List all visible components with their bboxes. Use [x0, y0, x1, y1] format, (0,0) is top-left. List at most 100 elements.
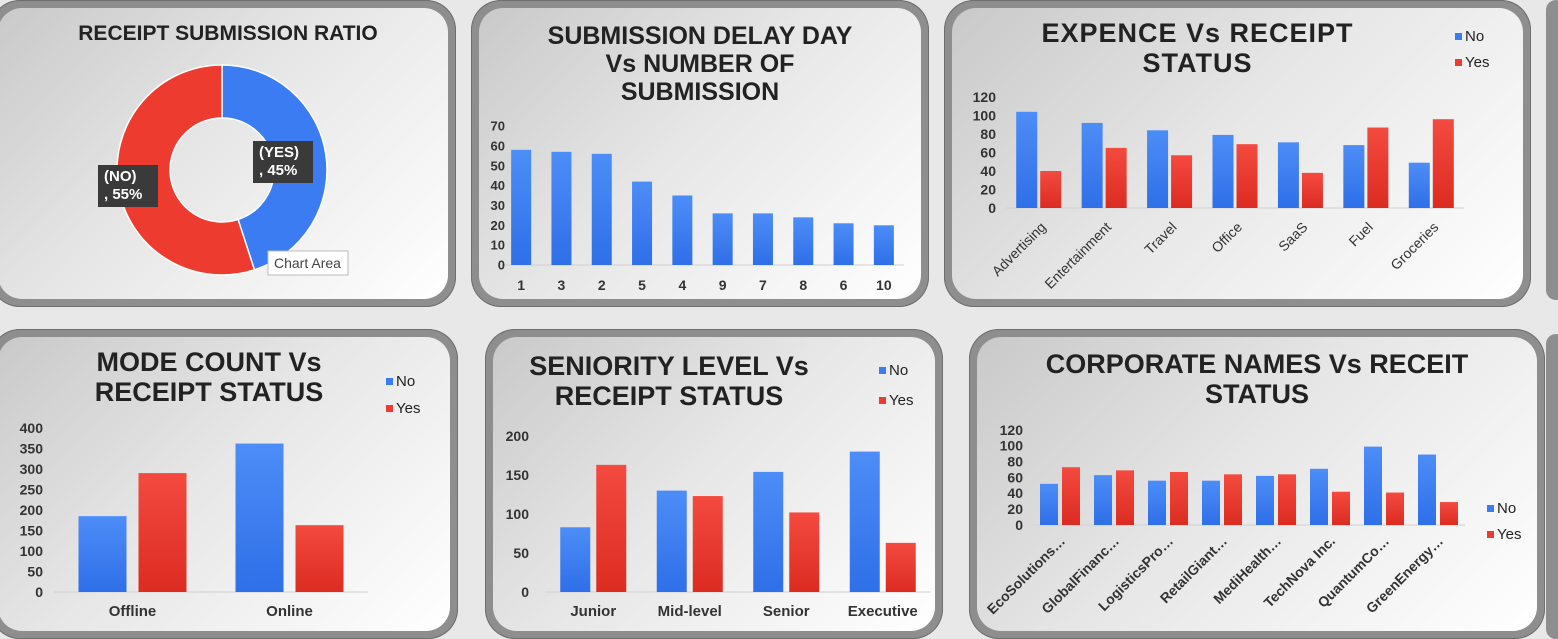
x-category-label: Junior [570, 603, 616, 620]
y-tick-label: 80 [980, 126, 996, 142]
bar-no-value [1343, 145, 1365, 208]
x-category-label: Travel [1141, 219, 1179, 257]
legend-label-no: No [889, 362, 908, 379]
y-tick-label: 150 [20, 522, 44, 538]
bar-yes-value [789, 512, 820, 592]
seniority-chart-title: SENIORITY LEVEL Vs RECEIPT STATUS [529, 351, 809, 412]
x-category-label: SaaS [1275, 219, 1311, 255]
corporate-chart-card: CORPORATE NAMES Vs RECEIT STATUS 0 20 40 60… [969, 329, 1545, 639]
bar-yes-value [1040, 171, 1062, 208]
bar-value [511, 149, 532, 265]
bar-value [752, 213, 773, 265]
mode-bar-chart[interactable]: 0 50 100 150 200 250 300 350 400 Offline Online No Y… [0, 337, 450, 631]
y-tick-label: 20 [1007, 501, 1023, 517]
receipt-ratio-donut-chart[interactable]: (YES), 45% (NO), 55% Chart Area [0, 8, 448, 299]
y-tick-label: 100 [1000, 438, 1024, 454]
corporate-bar-chart[interactable]: 020406080100120EcoSolutions…GlobalFinanc… [977, 337, 1537, 631]
data-label: , 45% [259, 162, 297, 179]
bar-yes-value [1105, 147, 1127, 208]
bar-yes-value [1367, 127, 1389, 208]
y-tick-label: 60 [491, 138, 505, 153]
bar-yes-value [1440, 502, 1458, 525]
bar-no-value [1040, 483, 1058, 525]
bar-value [833, 223, 854, 265]
bar-yes-value [1432, 119, 1454, 208]
bar-value [632, 181, 653, 265]
y-tick-label: 300 [20, 461, 44, 477]
x-category-label: Online [266, 603, 313, 620]
bar-yes-value [1224, 474, 1242, 525]
x-category-label: Offline [109, 603, 157, 620]
legend-label-no: No [1497, 500, 1516, 517]
expense-chart-card: EXPENCE Vs RECEIPT STATUS 0 20 40 60 80 100 12… [944, 0, 1531, 307]
bar-yes-value [1301, 172, 1323, 208]
y-tick-label: 20 [491, 218, 505, 233]
x-category-label: Groceries [1387, 219, 1441, 273]
x-category-label: 3 [558, 277, 566, 293]
legend-label-no: No [1465, 28, 1484, 45]
bar-no-value [1202, 480, 1220, 525]
mode-chart-title: MODE COUNT Vs RECEIPT STATUS [94, 347, 324, 408]
bar-yes-value [1236, 144, 1258, 208]
donut-slice [116, 64, 256, 276]
y-tick-label: 200 [20, 502, 44, 518]
x-category-label: 8 [799, 277, 807, 293]
bar-yes-value [138, 473, 187, 592]
y-tick-label: 200 [506, 428, 530, 444]
x-category-label: 5 [638, 277, 646, 293]
y-tick-label: 40 [980, 163, 996, 179]
x-category-label: 7 [759, 277, 767, 293]
x-category-label: 10 [876, 277, 892, 293]
legend-swatch-yes [1455, 59, 1462, 66]
x-category-label: Senior [763, 603, 810, 620]
x-category-label: 1 [517, 277, 525, 293]
next-card-edge-top [1546, 0, 1558, 300]
bar-yes-value [1170, 471, 1188, 525]
y-tick-label: 400 [20, 420, 44, 436]
delay-chart-card: SUBMISSION DELAY DAY Vs NUMBER OF SUBMIS… [471, 0, 929, 307]
bar-yes-value [1278, 474, 1296, 525]
x-category-label: 2 [598, 277, 606, 293]
bar-no-value [849, 451, 880, 592]
delay-bar-chart[interactable]: 0 10 20 30 40 50 60 70 1 3 2 5 4 9 7 8 6 10 [479, 8, 921, 299]
receipt-ratio-title: RECEIPT SUBMISSION RATIO [78, 22, 378, 45]
seniority-bar-chart[interactable]: 0 50 100 150 200 Junior Mid-level Senior Executi… [493, 337, 935, 631]
y-tick-label: 40 [491, 178, 505, 193]
bar-value [551, 151, 572, 265]
bar-no-value [1094, 475, 1112, 525]
bar-yes-value [1171, 155, 1193, 208]
bar-yes-value [1332, 491, 1350, 525]
chart-area-tooltip: Chart Area [274, 255, 341, 271]
bar-no-value [1081, 122, 1103, 208]
bar-yes-value [596, 464, 627, 592]
next-card-edge-bottom [1546, 334, 1558, 639]
x-category-label: Fuel [1345, 219, 1376, 250]
seniority-chart-card: SENIORITY LEVEL Vs RECEIPT STATUS 0 50 100… [485, 329, 943, 639]
y-tick-label: 150 [506, 467, 530, 483]
y-tick-label: 0 [1015, 517, 1023, 533]
data-label: (YES) [259, 144, 299, 161]
bar-yes-value [692, 496, 723, 592]
legend-label-yes: Yes [1465, 54, 1489, 71]
legend-label-yes: Yes [1497, 526, 1521, 543]
bar-value [712, 213, 733, 265]
legend-label-no: No [396, 373, 415, 390]
data-label-box [98, 165, 158, 207]
y-tick-label: 0 [498, 258, 505, 273]
y-tick-label: 60 [1007, 469, 1023, 485]
bar-no-value [560, 527, 591, 592]
y-tick-label: 100 [973, 107, 997, 123]
bar-no-value [1408, 162, 1430, 208]
y-tick-label: 100 [20, 543, 44, 559]
bar-yes-value [1062, 467, 1080, 525]
bar-no-value [656, 490, 687, 592]
y-tick-label: 50 [491, 158, 505, 173]
bar-no-value [235, 443, 284, 592]
y-tick-label: 0 [35, 584, 43, 600]
data-label: , 55% [104, 186, 142, 203]
y-tick-label: 60 [980, 144, 996, 160]
bar-no-value [1148, 480, 1166, 525]
bar-no-value [1212, 134, 1234, 208]
x-category-label: Mid-level [658, 603, 722, 620]
